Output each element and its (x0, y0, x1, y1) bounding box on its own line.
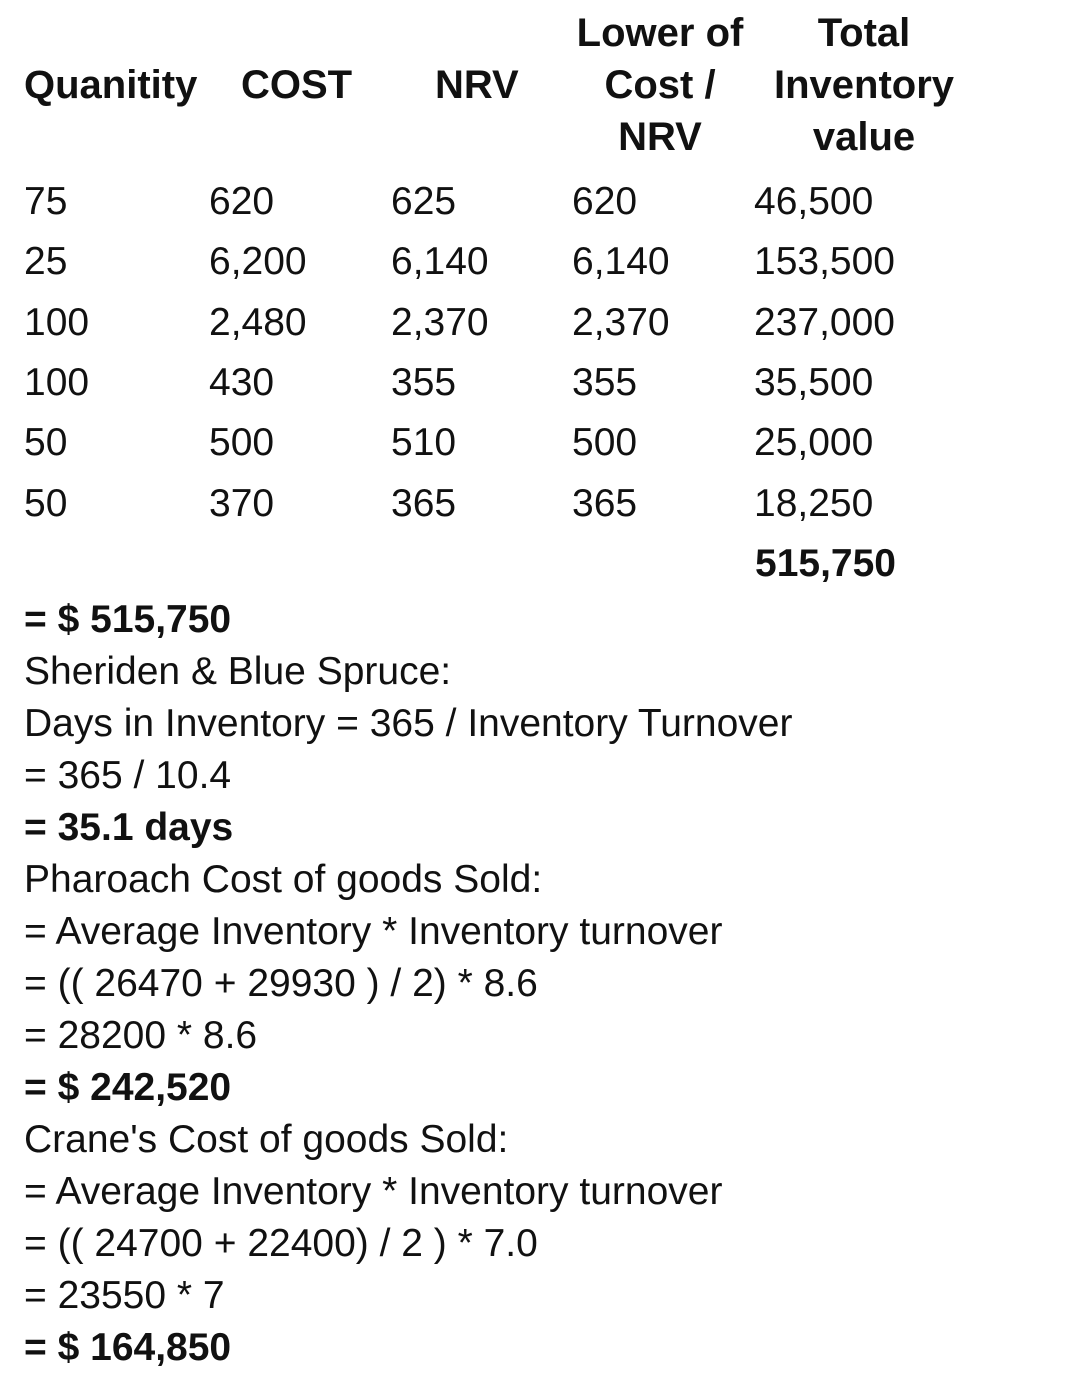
header-lower-of-cost-nrv: Lower of Cost / NRV (560, 7, 760, 163)
header-line: value (812, 115, 916, 159)
calculation-line: = 23550 * 7 (24, 1274, 225, 1317)
table-cell: 50 (24, 421, 68, 465)
calculation-line: = 365 / 10.4 (24, 754, 232, 797)
table-cell: 153,500 (754, 240, 895, 284)
table-cell: 6,140 (572, 240, 670, 284)
table-cell: 620 (572, 180, 638, 223)
header-nrv: NRV (435, 63, 519, 107)
table-cell: 625 (391, 180, 457, 223)
calculation-line: = (( 26470 + 29930 ) / 2) * 8.6 (24, 962, 538, 1005)
calculation-line: = 35.1 days (24, 806, 234, 849)
table-cell: 2,370 (572, 300, 670, 344)
table-cell: 6,200 (209, 240, 307, 284)
calculation-line: Sheriden & Blue Spruce: (24, 650, 452, 693)
header-line: Cost / (604, 63, 716, 107)
table-cell: 355 (572, 360, 638, 404)
table-cell: 2,370 (391, 300, 489, 344)
table-cell: 6,140 (391, 240, 489, 284)
header-line: Inventory (773, 63, 955, 107)
table-cell: 620 (209, 180, 275, 223)
calculation-line: = (( 24700 + 22400) / 2 ) * 7.0 (24, 1222, 538, 1265)
table-cell: 100 (24, 360, 90, 404)
calculation-line: Pharoach Cost of goods Sold: (24, 858, 543, 901)
calculation-line: = Average Inventory * Inventory turnover (24, 910, 723, 953)
table-cell: 365 (572, 481, 638, 525)
calculation-line: = $ 515,750 (24, 598, 232, 641)
calculation-line: Crane's Cost of goods Sold: (24, 1118, 509, 1161)
table-cell: 25,000 (754, 421, 874, 465)
table-cell: 500 (209, 421, 275, 465)
table-cell: 500 (572, 421, 638, 465)
table-cell: 430 (209, 360, 275, 404)
calculation-line: = $ 242,520 (24, 1066, 232, 1109)
table-cell: 75 (24, 180, 68, 223)
header-line: NRV (618, 115, 702, 159)
calculation-line: = 28200 * 8.6 (24, 1014, 258, 1057)
table-cell: 35,500 (754, 360, 874, 404)
calculation-line: = $ 164,850 (24, 1326, 232, 1369)
table-cell: 510 (391, 421, 457, 465)
table-cell: 46,500 (754, 180, 874, 223)
table-cell: 50 (24, 481, 68, 525)
table-cell: 370 (209, 481, 275, 525)
calculation-line: = Average Inventory * Inventory turnover (24, 1170, 723, 1213)
table-total: 515,750 (755, 542, 896, 585)
calculation-line: Days in Inventory = 365 / Inventory Turn… (24, 702, 793, 745)
table-cell: 25 (24, 240, 68, 284)
header-line: Lower of (576, 11, 744, 55)
table-cell: 2,480 (209, 300, 307, 344)
table-cell: 355 (391, 360, 457, 404)
header-total-inventory-value: Total Inventory value (754, 7, 974, 163)
header-line: Total (817, 11, 911, 55)
table-cell: 100 (24, 300, 90, 344)
table-cell: 365 (391, 481, 457, 525)
header-cost: COST (241, 63, 353, 107)
header-quantity: Quanitity (24, 63, 198, 107)
table-cell: 18,250 (754, 481, 874, 525)
table-cell: 237,000 (754, 300, 895, 344)
